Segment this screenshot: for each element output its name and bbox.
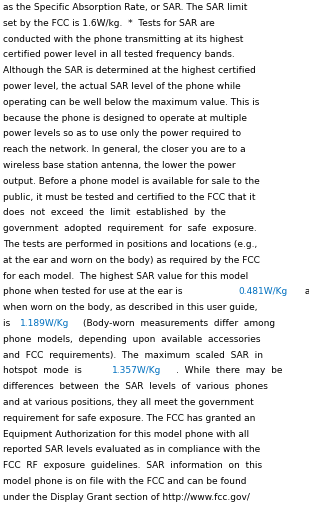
Text: Although the SAR is determined at the highest certified: Although the SAR is determined at the hi…	[3, 66, 256, 75]
Text: because the phone is designed to operate at multiple: because the phone is designed to operate…	[3, 113, 247, 122]
Text: certified power level in all tested frequency bands.: certified power level in all tested freq…	[3, 50, 235, 60]
Text: and: and	[302, 288, 309, 297]
Text: model phone is on file with the FCC and can be found: model phone is on file with the FCC and …	[3, 477, 247, 486]
Text: 0.481W/Kg: 0.481W/Kg	[238, 288, 288, 297]
Text: public, it must be tested and certified to the FCC that it: public, it must be tested and certified …	[3, 192, 256, 201]
Text: set by the FCC is 1.6W/kg.  *  Tests for SAR are: set by the FCC is 1.6W/kg. * Tests for S…	[3, 19, 215, 28]
Text: FCC  RF  exposure  guidelines.  SAR  information  on  this: FCC RF exposure guidelines. SAR informat…	[3, 461, 262, 470]
Text: power level, the actual SAR level of the phone while: power level, the actual SAR level of the…	[3, 82, 241, 91]
Text: conducted with the phone transmitting at its highest: conducted with the phone transmitting at…	[3, 35, 243, 43]
Text: as the Specific Absorption Rate, or SAR. The SAR limit: as the Specific Absorption Rate, or SAR.…	[3, 3, 248, 12]
Text: hotspot  mode  is: hotspot mode is	[3, 367, 87, 376]
Text: does  not  exceed  the  limit  established  by  the: does not exceed the limit established by…	[3, 208, 226, 218]
Text: when worn on the body, as described in this user guide,: when worn on the body, as described in t…	[3, 303, 257, 312]
Text: output. Before a phone model is available for sale to the: output. Before a phone model is availabl…	[3, 177, 260, 186]
Text: operating can be well below the maximum value. This is: operating can be well below the maximum …	[3, 98, 259, 107]
Text: phone when tested for use at the ear is: phone when tested for use at the ear is	[3, 288, 185, 297]
Text: and  FCC  requirements).  The  maximum  scaled  SAR  in: and FCC requirements). The maximum scale…	[3, 350, 263, 360]
Text: differences  between  the  SAR  levels  of  various  phones: differences between the SAR levels of va…	[3, 382, 268, 391]
Text: requirement for safe exposure. The FCC has granted an: requirement for safe exposure. The FCC h…	[3, 414, 255, 423]
Text: wireless base station antenna, the lower the power: wireless base station antenna, the lower…	[3, 161, 236, 170]
Text: power levels so as to use only the power required to: power levels so as to use only the power…	[3, 129, 241, 139]
Text: is: is	[3, 319, 16, 328]
Text: government  adopted  requirement  for  safe  exposure.: government adopted requirement for safe …	[3, 224, 257, 233]
Text: .  While  there  may  be: . While there may be	[176, 367, 282, 376]
Text: 1.189W/Kg: 1.189W/Kg	[20, 319, 69, 328]
Text: 1.357W/Kg: 1.357W/Kg	[112, 367, 161, 376]
Text: (Body-worn  measurements  differ  among: (Body-worn measurements differ among	[83, 319, 276, 328]
Text: for each model.  The highest SAR value for this model: for each model. The highest SAR value fo…	[3, 271, 248, 281]
Text: Equipment Authorization for this model phone with all: Equipment Authorization for this model p…	[3, 429, 249, 439]
Text: and at various positions, they all meet the government: and at various positions, they all meet …	[3, 398, 254, 407]
Text: phone  models,  depending  upon  available  accessories: phone models, depending upon available a…	[3, 335, 260, 344]
Text: reach the network. In general, the closer you are to a: reach the network. In general, the close…	[3, 145, 246, 154]
Text: reported SAR levels evaluated as in compliance with the: reported SAR levels evaluated as in comp…	[3, 446, 260, 454]
Text: The tests are performed in positions and locations (e.g.,: The tests are performed in positions and…	[3, 240, 257, 249]
Text: at the ear and worn on the body) as required by the FCC: at the ear and worn on the body) as requ…	[3, 256, 260, 265]
Text: under the Display Grant section of http://www.fcc.gov/: under the Display Grant section of http:…	[3, 493, 250, 502]
